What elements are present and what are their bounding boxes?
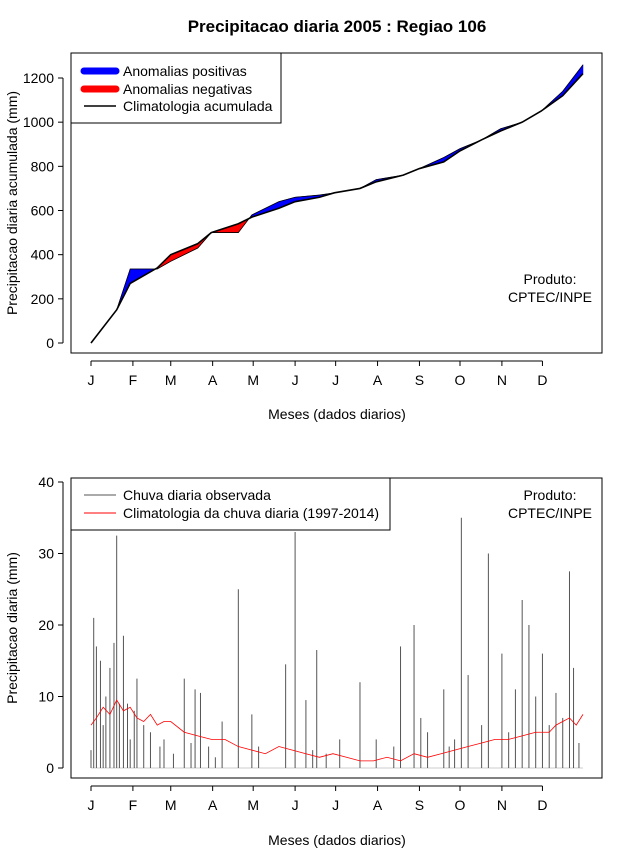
bottom-y-tick-label: 30: [38, 546, 54, 562]
bottom-x-tick-label: M: [165, 797, 177, 813]
top-x-tick-label: J: [332, 372, 339, 388]
top-y-axis-label: Precipitacao diaria acumulada (mm): [4, 91, 20, 315]
bottom-chart: 0 10 20 30 40 J F M A M J J A S O N D Meses (dados diar…: [4, 474, 603, 848]
legend-climatology-label: Climatologia acumulada: [123, 98, 273, 114]
bottom-legend-box: [70, 477, 391, 531]
legend-negative-label: Anomalias negativas: [123, 81, 252, 97]
top-x-tick-label: O: [455, 372, 466, 388]
observed-daily-bars: [90, 517, 583, 769]
top-x-tick-label: A: [373, 372, 383, 388]
bottom-y-tick-label: 20: [38, 617, 54, 633]
bottom-x-tick-label: A: [208, 797, 218, 813]
top-chart: 0 200 400 600 800 1000 1200 J F M A M J J A S O N D Meses…: [4, 52, 603, 422]
bottom-x-tick-label: S: [415, 797, 424, 813]
bottom-y-axis-label: Precipitacao diaria (mm): [4, 552, 20, 704]
top-x-tick-label: J: [292, 372, 299, 388]
bottom-x-tick-label: A: [373, 797, 383, 813]
top-y-tick-label: 800: [31, 158, 55, 174]
top-x-axis-label: Meses (dados diarios): [268, 406, 406, 422]
bottom-y-tick-label: 10: [38, 689, 54, 705]
bottom-x-tick-label: J: [292, 797, 299, 813]
bottom-x-tick-label: D: [537, 797, 547, 813]
top-annotation-line1: Produto:: [524, 271, 577, 287]
climatology-daily-line: [90, 699, 584, 762]
top-y-tick-label: 200: [31, 291, 55, 307]
top-x-tick-label: D: [537, 372, 547, 388]
top-x-tick-label: N: [497, 372, 507, 388]
top-y-axis: 0 200 400 600 800 1000 1200: [23, 70, 64, 351]
top-x-tick-label: F: [129, 372, 138, 388]
positive-anomaly-area: [562, 64, 584, 97]
bottom-x-tick-label: J: [332, 797, 339, 813]
top-plot-frame: [70, 52, 603, 354]
bottom-y-tick-label: 0: [46, 760, 54, 776]
top-x-tick-label: A: [208, 372, 218, 388]
top-legend: Anomalias positivas Anomalias negativas …: [70, 52, 282, 124]
climatology-cumulative-line: [90, 73, 584, 344]
bottom-annotation-line1: Produto:: [524, 487, 577, 503]
bottom-y-tick-label: 40: [38, 474, 54, 490]
bottom-x-tick-label: O: [455, 797, 466, 813]
bottom-x-tick-label: N: [497, 797, 507, 813]
bottom-x-tick-label: M: [247, 797, 259, 813]
top-y-tick-label: 0: [46, 335, 54, 351]
bottom-x-tick-label: F: [129, 797, 138, 813]
top-annotation-line2: CPTEC/INPE: [508, 289, 592, 305]
bottom-x-tick-label: J: [88, 797, 95, 813]
chart-title: Precipitacao diaria 2005 : Regiao 106: [188, 17, 487, 36]
top-y-tick-label: 600: [31, 203, 55, 219]
top-y-tick-label: 1000: [23, 114, 54, 130]
legend-observed-label: Chuva diaria observada: [123, 487, 271, 503]
bottom-y-axis: 0 10 20 30 40: [38, 474, 64, 776]
top-y-tick-label: 400: [31, 247, 55, 263]
top-y-tick-label: 1200: [23, 70, 54, 86]
top-x-tick-label: M: [165, 372, 177, 388]
legend-positive-label: Anomalias positivas: [123, 63, 247, 79]
bottom-annotation-line2: CPTEC/INPE: [508, 505, 592, 521]
top-x-tick-label: J: [88, 372, 95, 388]
legend-climatology-daily-label: Climatologia da chuva diaria (1997-2014): [123, 505, 379, 521]
bottom-legend: Chuva diaria observada Climatologia da c…: [70, 477, 391, 531]
top-x-tick-label: M: [247, 372, 259, 388]
top-x-tick-label: S: [415, 372, 424, 388]
bottom-x-axis-label: Meses (dados diarios): [268, 832, 406, 848]
